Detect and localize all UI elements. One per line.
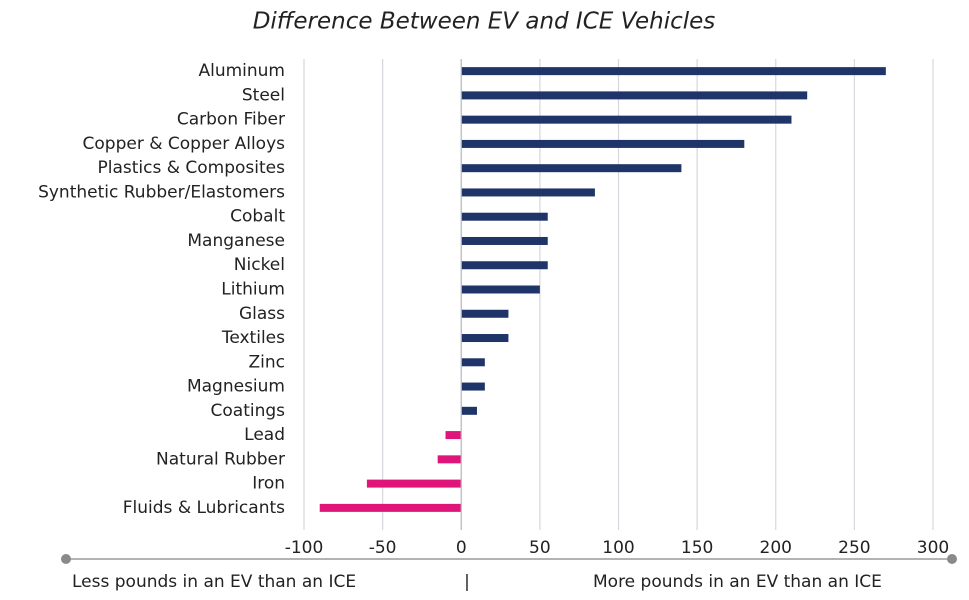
- annotation: More pounds in an EV than an ICE: [593, 572, 882, 592]
- direction-dot: [947, 554, 957, 564]
- bar: [437, 455, 462, 464]
- bar: [461, 261, 548, 270]
- x-tick-label: 300: [917, 538, 949, 558]
- bar: [461, 309, 509, 318]
- y-tick-label: Steel: [242, 85, 285, 105]
- x-tick-label: -100: [285, 538, 324, 558]
- annotation: Less pounds in an EV than an ICE: [72, 572, 356, 592]
- y-tick-label: Plastics & Composites: [98, 158, 286, 178]
- y-tick-label: Textiles: [221, 328, 285, 348]
- x-tick-label: 150: [681, 538, 713, 558]
- annotation: |: [464, 572, 470, 592]
- y-tick-label: Glass: [239, 304, 285, 324]
- bar: [461, 139, 745, 148]
- y-tick-label: Synthetic Rubber/Elastomers: [38, 182, 285, 202]
- x-tick-label: 0: [456, 538, 467, 558]
- bar: [461, 164, 682, 173]
- bar: [461, 67, 886, 76]
- bar: [461, 358, 485, 367]
- y-tick-label: Cobalt: [230, 207, 285, 227]
- y-tick-label: Manganese: [187, 231, 285, 251]
- bar: [461, 334, 509, 343]
- bar: [461, 91, 808, 100]
- y-tick-label: Iron: [252, 474, 285, 494]
- bar: [319, 503, 462, 512]
- x-tick-label: 200: [760, 538, 792, 558]
- bar: [461, 212, 548, 221]
- y-tick-label: Lithium: [221, 280, 285, 300]
- bar: [461, 115, 792, 124]
- x-tick-label: 100: [602, 538, 634, 558]
- bar: [461, 285, 540, 294]
- x-tick-label: 250: [838, 538, 870, 558]
- y-tick-label: Carbon Fiber: [177, 110, 285, 130]
- bar: [366, 479, 462, 488]
- x-tick-label: -50: [369, 538, 397, 558]
- bar: [461, 406, 477, 415]
- y-tick-label: Coatings: [211, 401, 286, 421]
- y-tick-label: Lead: [244, 425, 285, 445]
- y-tick-label: Aluminum: [198, 61, 285, 81]
- y-tick-label: Copper & Copper Alloys: [83, 134, 286, 154]
- y-tick-label: Natural Rubber: [156, 449, 285, 469]
- chart-subtitle: Difference Between EV and ICE Vehicles: [253, 9, 716, 35]
- bar: [461, 382, 485, 391]
- y-tick-label: Zinc: [249, 352, 286, 372]
- bar: [461, 188, 595, 197]
- y-tick-label: Fluids & Lubricants: [123, 498, 285, 518]
- y-tick-label: Magnesium: [187, 377, 285, 397]
- direction-dot: [61, 554, 71, 564]
- bar: [445, 431, 462, 440]
- x-tick-label: 50: [529, 538, 551, 558]
- y-tick-label: Nickel: [234, 255, 285, 275]
- bar: [461, 236, 548, 245]
